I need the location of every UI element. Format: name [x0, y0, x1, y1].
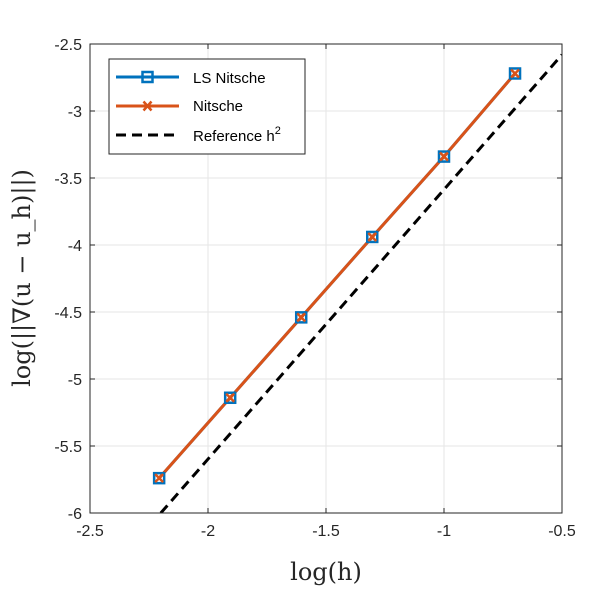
x-tick-label: -1.5 — [312, 523, 340, 540]
y-tick-label: -5.5 — [54, 439, 82, 456]
data-point-nitsche — [154, 473, 165, 484]
y-ticks: -2.5 -3 -3.5 -4 -4.5 -5 -5.5 -6 — [54, 37, 562, 523]
legend: LS Nitsche Nitsche Reference h2 — [108, 58, 306, 155]
y-tick-label: -2.5 — [54, 37, 82, 54]
legend-label-reference-base: Reference h — [193, 128, 275, 145]
legend-entry-nitsche: Nitsche — [116, 98, 243, 115]
legend-marker-nitsche — [142, 100, 153, 112]
x-axis-label: log(h) — [290, 558, 362, 586]
data-point-nitsche — [439, 151, 449, 162]
legend-label-ls-nitsche: LS Nitsche — [193, 70, 266, 87]
data-point-ls-nitsche — [508, 67, 522, 80]
x-tick-label: -2.5 — [76, 523, 104, 540]
data-point-nitsche — [367, 232, 378, 242]
y-tick-label: -3.5 — [54, 171, 82, 188]
legend-marker-ls-nitsche — [141, 70, 154, 84]
series-layer — [158, 53, 562, 513]
x-tick-label: -1 — [437, 523, 451, 540]
data-point-nitsche — [296, 312, 307, 323]
y-axis-label: log(||∇(u − u_h)||) — [8, 169, 37, 387]
series-line-reference-h — [159, 53, 562, 513]
grid — [89, 43, 563, 514]
legend-label-reference: Reference h2 — [193, 125, 281, 145]
markers-layer — [152, 67, 522, 485]
data-point-ls-nitsche — [294, 311, 308, 324]
x-ticks: -2.5 -2 -1.5 -1 -0.5 — [76, 44, 576, 540]
x-tick-label: -2 — [201, 523, 215, 540]
x-tick-label: -0.5 — [548, 523, 576, 540]
legend-entry-ls-nitsche: LS Nitsche — [116, 70, 266, 87]
y-tick-label: -4 — [68, 238, 82, 255]
legend-label-nitsche: Nitsche — [193, 98, 243, 115]
legend-entry-reference: Reference h2 — [116, 125, 281, 145]
data-point-ls-nitsche — [223, 391, 237, 405]
y-tick-label: -3 — [68, 104, 82, 121]
data-point-ls-nitsche — [366, 230, 379, 244]
data-point-ls-nitsche — [152, 471, 166, 485]
legend-label-reference-sup: 2 — [275, 125, 281, 137]
y-tick-label: -4.5 — [54, 305, 82, 322]
series-line-nitsche — [158, 72, 517, 480]
data-point-nitsche — [225, 392, 236, 403]
y-tick-label: -5 — [68, 372, 82, 389]
data-point-ls-nitsche — [437, 150, 451, 163]
data-point-nitsche — [510, 68, 520, 79]
y-tick-label: -6 — [68, 506, 82, 523]
